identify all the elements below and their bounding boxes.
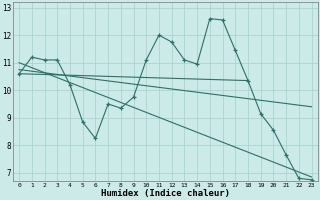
X-axis label: Humidex (Indice chaleur): Humidex (Indice chaleur) — [101, 189, 230, 198]
